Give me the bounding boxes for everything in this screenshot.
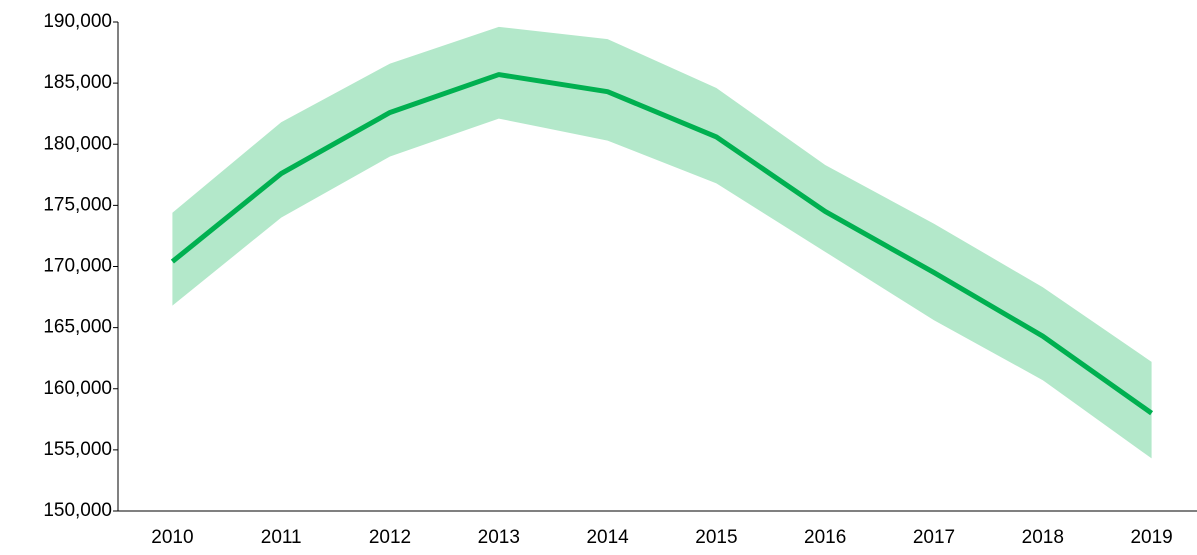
x-tick-label: 2017 <box>913 527 955 548</box>
x-tick-label: 2018 <box>1022 527 1064 548</box>
x-tick-label: 2016 <box>804 527 846 548</box>
y-tick-label: 190,000 <box>43 11 112 32</box>
x-tick-label: 2019 <box>1130 527 1172 548</box>
line <box>170 72 1154 416</box>
x-tick-label: 2010 <box>151 527 193 548</box>
y-tick-label: 175,000 <box>43 194 112 215</box>
y-tick-label: 185,000 <box>43 72 112 93</box>
confidence-band <box>172 26 1152 459</box>
y-tick-label: 160,000 <box>43 378 112 399</box>
y-tick-label: 165,000 <box>43 317 112 338</box>
y-tick-label: 150,000 <box>43 500 112 521</box>
y-tick-label: 170,000 <box>43 256 112 277</box>
x-tick-label: 2013 <box>478 527 520 548</box>
x-tick-label: 2012 <box>369 527 411 548</box>
y-tick-label: 155,000 <box>43 439 112 460</box>
x-tick-label: 2011 <box>261 527 302 548</box>
x-tick-label: 2015 <box>695 527 737 548</box>
y-tick-label: 180,000 <box>43 133 112 154</box>
x-tick-label: 2014 <box>586 527 629 548</box>
